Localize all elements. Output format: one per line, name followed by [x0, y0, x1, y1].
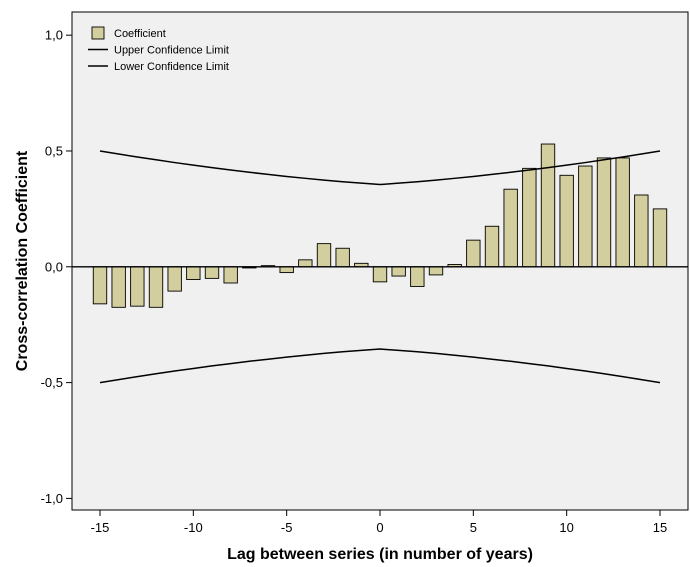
bar-lag-10 — [559, 174, 574, 268]
bar-lag--3 — [316, 243, 332, 268]
bar-lag-1 — [391, 266, 406, 277]
bar-lag--11 — [167, 266, 182, 292]
bar-lag--5 — [279, 266, 294, 274]
bar-lag--8 — [223, 266, 238, 284]
bar-lag--12 — [148, 266, 164, 308]
bar-lag-2 — [410, 266, 425, 287]
confidence-lines-layer — [99, 150, 661, 384]
upper-confidence-limit-line — [99, 150, 661, 186]
x-tick-label: 10 — [559, 520, 573, 535]
legend-label: Upper Confidence Limit — [114, 45, 229, 57]
lower-confidence-limit-line — [99, 348, 661, 384]
bar-lag--14 — [111, 266, 126, 308]
bar-lag-6 — [484, 225, 500, 268]
legend-label: Coefficient — [114, 28, 166, 40]
bar-lag-11 — [578, 165, 593, 268]
legend-swatch-coefficient — [91, 26, 105, 40]
y-tick-label: 0,5 — [45, 143, 63, 158]
x-axis-title: Lag between series (in number of years) — [227, 546, 533, 563]
x-tick-label: 0 — [376, 520, 383, 535]
bar-lag-5 — [466, 239, 481, 268]
bar-lag-7 — [503, 188, 518, 268]
x-tick-label: 5 — [470, 520, 477, 535]
x-tick-label: 15 — [653, 520, 667, 535]
bar-lag-13 — [615, 157, 630, 268]
axes-layer: -1,0 -0,5 0,0 0,5 1,0 -15 -10 -5 0 5 10 15 — [41, 28, 668, 535]
plot-area — [71, 11, 689, 511]
bar-lag-9 — [540, 143, 556, 268]
legend-label: Lower Confidence Limit — [114, 61, 229, 73]
y-tick-label: 0,0 — [45, 259, 63, 274]
bar-lag-0 — [372, 266, 388, 283]
bar-lag-14 — [634, 194, 649, 268]
bar-lag--2 — [335, 247, 350, 268]
bar-lag--9 — [204, 266, 220, 279]
x-tick-label: -10 — [184, 520, 203, 535]
y-tick-label: -1,0 — [41, 491, 63, 506]
y-tick-label: -0,5 — [41, 375, 63, 390]
bar-lag-3 — [428, 266, 444, 276]
y-tick-label: 1,0 — [45, 28, 63, 43]
bar-lag-15 — [652, 208, 668, 268]
bar-lag--4 — [298, 259, 313, 268]
legend: Coefficient Upper Confidence Limit Lower C… — [88, 26, 229, 73]
y-axis-title: Cross-correlation Coefficient — [14, 150, 31, 371]
bar-lag--15 — [92, 266, 108, 305]
bar-lag--13 — [130, 266, 145, 307]
bar-lag-12 — [596, 157, 612, 268]
bar-lag--10 — [186, 266, 201, 280]
bar-lag-8 — [522, 167, 537, 268]
x-tick-label: -15 — [91, 520, 110, 535]
x-tick-label: -5 — [281, 520, 293, 535]
